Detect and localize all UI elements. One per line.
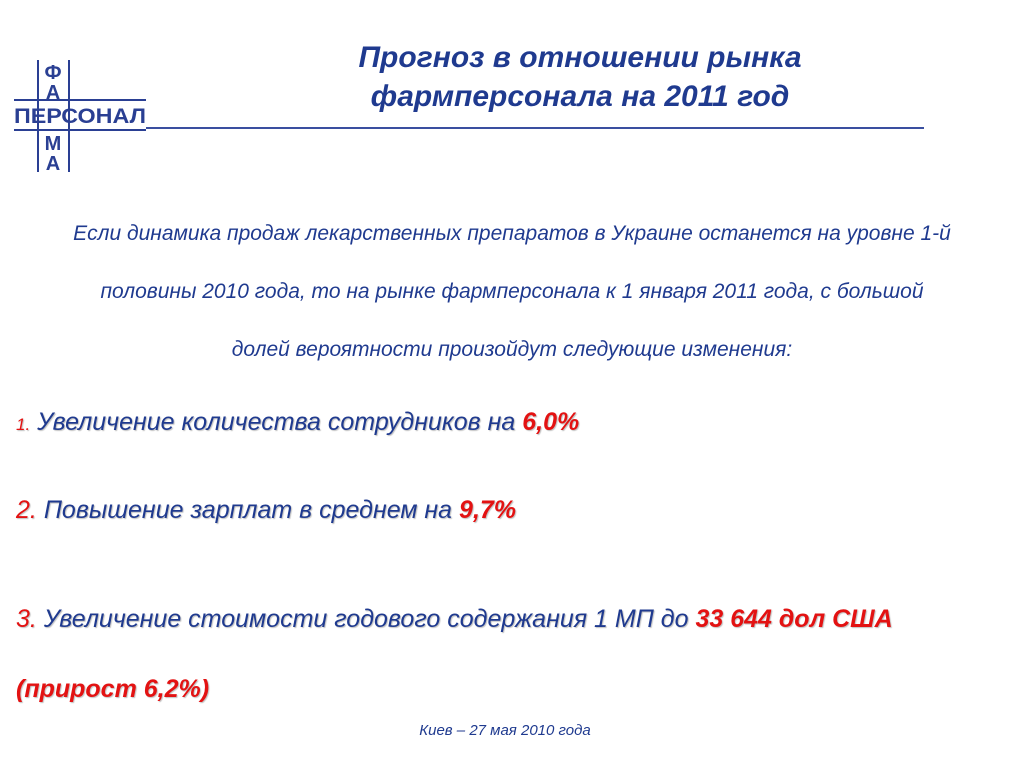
forecast-item-2: 2. Повышение зарплат в среднем на 9,7% <box>16 496 1006 525</box>
forecast-item-3: 3. Увеличение стоимости годового содержа… <box>16 584 1006 724</box>
logo-letter-a2: А <box>46 153 60 175</box>
logo-letter-a: А <box>46 82 60 104</box>
title-divider <box>146 127 924 129</box>
item-value: 33 644 дол США <box>695 605 893 633</box>
item-number: 2. <box>16 496 37 524</box>
footer-date: Киев – 27 мая 2010 года <box>419 722 591 739</box>
item-number: 3. <box>16 605 37 633</box>
title-line-1: Прогноз в отношении рынка <box>358 41 802 74</box>
title-line-2: фармперсонала на 2011 год <box>370 80 790 113</box>
intro-line-3: долей вероятности произойдут следующие и… <box>231 338 793 361</box>
intro-paragraph: Если динамика продаж лекарственных препа… <box>10 205 1014 379</box>
item-continuation: (прирост 6,2%) <box>16 675 210 703</box>
intro-line-2: половины 2010 года, то на рынке фармперс… <box>100 280 924 303</box>
item-text: Увеличение стоимости годового содержания… <box>43 605 696 633</box>
item-text: Увеличение количества сотрудников на <box>37 408 523 436</box>
item-value: 6,0% <box>522 408 580 436</box>
page-title: Прогноз в отношении рынка фармперсонала … <box>250 38 910 116</box>
intro-line-1: Если динамика продаж лекарственных препа… <box>73 222 951 245</box>
logo-word-personal: ПЕРСОНАЛ <box>14 105 146 128</box>
logo-letter-f: Ф <box>44 62 61 84</box>
pharma-personal-logo-icon: Ф А ПЕРСОНАЛ М А <box>14 60 146 175</box>
item-text: Повышение зарплат в среднем на <box>43 496 460 524</box>
company-logo: Ф А ПЕРСОНАЛ М А <box>0 0 160 180</box>
forecast-item-1: 1. Увеличение количества сотрудников на … <box>16 408 1006 437</box>
item-value: 9,7% <box>459 496 517 524</box>
logo-letter-m: М <box>45 133 62 155</box>
item-number: 1. <box>16 415 31 434</box>
